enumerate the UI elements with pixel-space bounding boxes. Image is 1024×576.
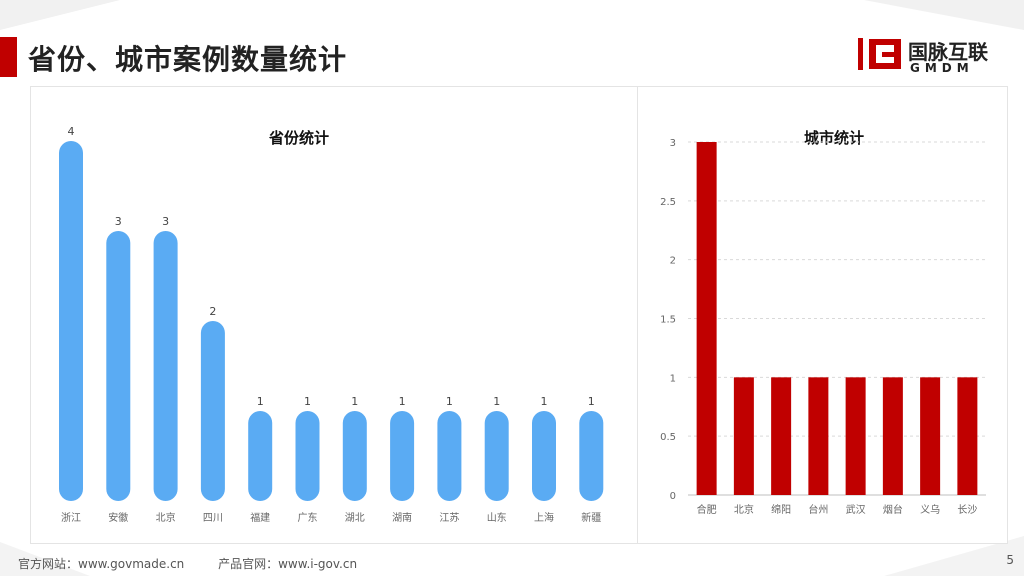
city-bar bbox=[920, 377, 941, 495]
footer: 官方网站：www.govmade.cn 产品官网：www.i-gov.cn bbox=[18, 555, 387, 572]
city-chart-panel: 城市统计 0 0.5 1 1.5 2 2.5 3 合肥 北京 绵阳 台州 武汉 烟台 义乌 长沙 bbox=[637, 86, 1008, 544]
logo-accent-bar bbox=[858, 38, 863, 70]
y-tick-label: 2.5 bbox=[660, 197, 676, 208]
x-tick-label: 合肥 bbox=[697, 503, 717, 516]
y-tick-label: 1.5 bbox=[660, 315, 676, 326]
y-tick-label: 2 bbox=[670, 256, 676, 267]
province-bar bbox=[484, 411, 509, 501]
logo-icon bbox=[869, 39, 901, 69]
x-tick-label: 绵阳 bbox=[771, 503, 791, 516]
corner-decoration bbox=[0, 0, 120, 30]
y-tick-label: 1 bbox=[670, 373, 676, 384]
province-bar bbox=[59, 141, 83, 501]
province-bar bbox=[437, 411, 462, 501]
city-bar bbox=[957, 377, 978, 495]
province-bar bbox=[248, 411, 273, 501]
x-tick-label: 福建 bbox=[250, 511, 270, 524]
city-bar-chart: 城市统计 0 0.5 1 1.5 2 2.5 3 合肥 北京 绵阳 台州 武汉 烟台 义乌 长沙 bbox=[660, 129, 986, 516]
city-bar bbox=[696, 142, 717, 495]
x-tick-label: 湖南 bbox=[392, 511, 412, 524]
city-bar bbox=[882, 377, 903, 495]
x-tick-label: 义乌 bbox=[920, 503, 940, 516]
data-label: 1 bbox=[351, 395, 358, 408]
x-tick-label: 广东 bbox=[298, 511, 318, 524]
x-tick-label: 四川 bbox=[203, 513, 223, 524]
page-title: 省份、城市案例数量统计 bbox=[28, 43, 348, 76]
city-bar bbox=[733, 377, 754, 495]
x-tick-label: 上海 bbox=[534, 511, 554, 524]
x-tick-label: 台州 bbox=[808, 503, 828, 516]
title-accent-bar bbox=[0, 37, 17, 77]
x-tick-label: 烟台 bbox=[883, 503, 903, 516]
footer-official-site: 官方网站：www.govmade.cn bbox=[18, 557, 185, 571]
data-label: 1 bbox=[588, 395, 595, 408]
province-bar bbox=[579, 411, 604, 501]
province-bar bbox=[153, 231, 178, 501]
city-bar bbox=[808, 377, 829, 495]
x-tick-label: 安徽 bbox=[108, 511, 128, 524]
data-label: 1 bbox=[541, 395, 548, 408]
x-tick-label: 武汉 bbox=[846, 503, 866, 516]
data-label: 1 bbox=[446, 395, 453, 408]
province-bar bbox=[390, 411, 415, 501]
x-tick-label: 山东 bbox=[487, 511, 507, 524]
x-tick-label: 新疆 bbox=[581, 511, 601, 524]
y-tick-label: 0.5 bbox=[660, 432, 676, 443]
logo-text-cn: 国脉互联 bbox=[908, 40, 988, 64]
city-bar bbox=[845, 377, 866, 495]
y-tick-label: 3 bbox=[670, 138, 676, 149]
province-bar bbox=[342, 411, 367, 501]
data-label: 4 bbox=[68, 125, 75, 138]
province-bar bbox=[532, 411, 556, 501]
data-label: 1 bbox=[399, 395, 406, 408]
corner-decoration bbox=[864, 0, 1024, 30]
y-tick-label: 0 bbox=[670, 491, 676, 502]
chart-title: 城市统计 bbox=[804, 129, 864, 147]
data-label: 1 bbox=[257, 395, 264, 408]
province-bar bbox=[295, 411, 320, 501]
data-label: 1 bbox=[304, 395, 311, 408]
data-label: 2 bbox=[209, 305, 216, 318]
logo-text-en: GMDM bbox=[910, 61, 974, 75]
brand-logo: 国脉互联 GMDM bbox=[858, 36, 1008, 76]
province-bar bbox=[200, 321, 225, 501]
page-number: 5 bbox=[1006, 553, 1014, 567]
data-label: 1 bbox=[493, 395, 500, 408]
province-chart-panel: 省份统计 4 浙江 3 安徽 3 北京 2 四川 1 福建 1 广东 1 湖北 1 湖南 1 江苏 1 山东 1 上海 1 新… bbox=[30, 86, 638, 544]
x-tick-label: 北京 bbox=[156, 511, 176, 524]
x-tick-label: 长沙 bbox=[957, 504, 977, 516]
corner-decoration bbox=[0, 542, 90, 576]
x-tick-label: 湖北 bbox=[345, 512, 365, 524]
x-tick-label: 江苏 bbox=[439, 511, 459, 524]
province-bar bbox=[106, 231, 131, 501]
city-bar bbox=[771, 377, 792, 495]
data-label: 3 bbox=[115, 215, 122, 228]
chart-title: 省份统计 bbox=[268, 129, 329, 147]
x-tick-label: 浙江 bbox=[61, 512, 81, 524]
data-label: 3 bbox=[162, 215, 169, 228]
footer-product-site: 产品官网：www.i-gov.cn bbox=[218, 557, 358, 571]
province-bar-chart: 省份统计 4 浙江 3 安徽 3 北京 2 四川 1 福建 1 广东 1 湖北 1 湖南 1 江苏 1 山东 1 上海 1 新… bbox=[59, 125, 604, 524]
x-tick-label: 北京 bbox=[734, 503, 754, 516]
